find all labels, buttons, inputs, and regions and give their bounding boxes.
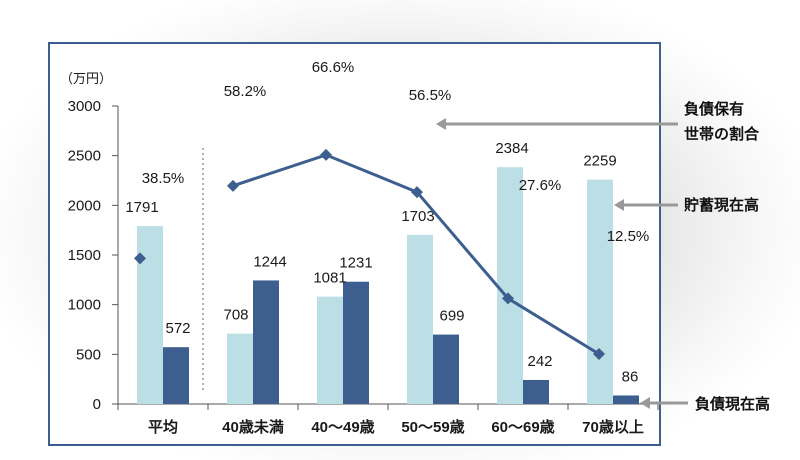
data-label-savings: 1703	[401, 208, 434, 225]
data-label-debt: 572	[165, 320, 190, 337]
data-label-savings: 2259	[583, 153, 616, 170]
data-label-debt: 1244	[253, 253, 286, 270]
bar-savings	[317, 296, 343, 404]
bar-savings	[497, 167, 523, 404]
y-tick-label: 1500	[68, 247, 101, 264]
annotation-debt-ratio-line1: 負債保有	[684, 100, 744, 118]
debt-ratio-label: 12.5%	[607, 228, 650, 245]
bar-debt	[343, 281, 369, 404]
data-label-savings: 1081	[313, 270, 346, 287]
bar-savings	[227, 333, 253, 404]
debt-ratio-marker	[227, 179, 239, 192]
bar-debt	[163, 347, 189, 404]
bar-savings	[407, 234, 433, 404]
savings-arrow-head	[614, 199, 624, 211]
data-label-debt: 699	[439, 308, 464, 325]
data-label-debt: 1231	[339, 255, 372, 272]
y-tick-label: 1000	[68, 297, 101, 314]
y-axis-unit-label: （万円）	[60, 71, 112, 86]
debt-ratio-label: 56.5%	[409, 87, 452, 104]
x-tick-label: 40歳未満	[222, 418, 284, 436]
x-tick-label: 平均	[148, 418, 178, 436]
bar-debt	[433, 334, 459, 404]
debt-ratio-marker	[411, 186, 423, 199]
x-tick-label: 70歳以上	[582, 418, 644, 436]
bar-debt	[523, 379, 549, 404]
debt-ratio-marker	[134, 252, 146, 265]
annotation-savings: 貯蓄現在高	[684, 196, 759, 214]
bar-savings	[137, 226, 163, 404]
data-label-savings: 708	[223, 307, 248, 324]
debt-ratio-marker	[502, 292, 514, 305]
y-tick-label: 2000	[68, 197, 101, 214]
debt-ratio-label: 38.5%	[142, 170, 185, 187]
x-tick-label: 40～49歳	[311, 418, 374, 436]
x-tick-label: 50～59歳	[401, 418, 464, 436]
data-label-debt: 242	[527, 353, 552, 370]
bar-debt	[613, 395, 639, 404]
debt-ratio-label: 66.6%	[312, 59, 355, 76]
debt-ratio-arrow-head	[436, 118, 446, 130]
debt-ratio-label: 58.2%	[224, 83, 267, 100]
annotation-debt-ratio-line2: 世帯の割合	[684, 125, 760, 143]
y-tick-label: 0	[93, 396, 101, 413]
debt-ratio-label: 27.6%	[519, 177, 562, 194]
debt-ratio-marker	[320, 148, 332, 161]
y-tick-label: 3000	[68, 98, 101, 115]
y-tick-label: 2500	[68, 148, 101, 165]
data-label-debt: 86	[622, 368, 639, 385]
y-tick-label: 500	[76, 346, 101, 363]
bar-savings	[587, 179, 613, 404]
data-label-savings: 1791	[125, 199, 158, 216]
data-label-savings: 2384	[495, 140, 528, 157]
debt-ratio-marker	[593, 348, 605, 360]
annotation-debt: 負債現在高	[695, 395, 770, 413]
bar-debt	[253, 280, 279, 404]
debt-arrow-head	[640, 397, 650, 409]
x-tick-label: 60～69歳	[491, 418, 554, 436]
